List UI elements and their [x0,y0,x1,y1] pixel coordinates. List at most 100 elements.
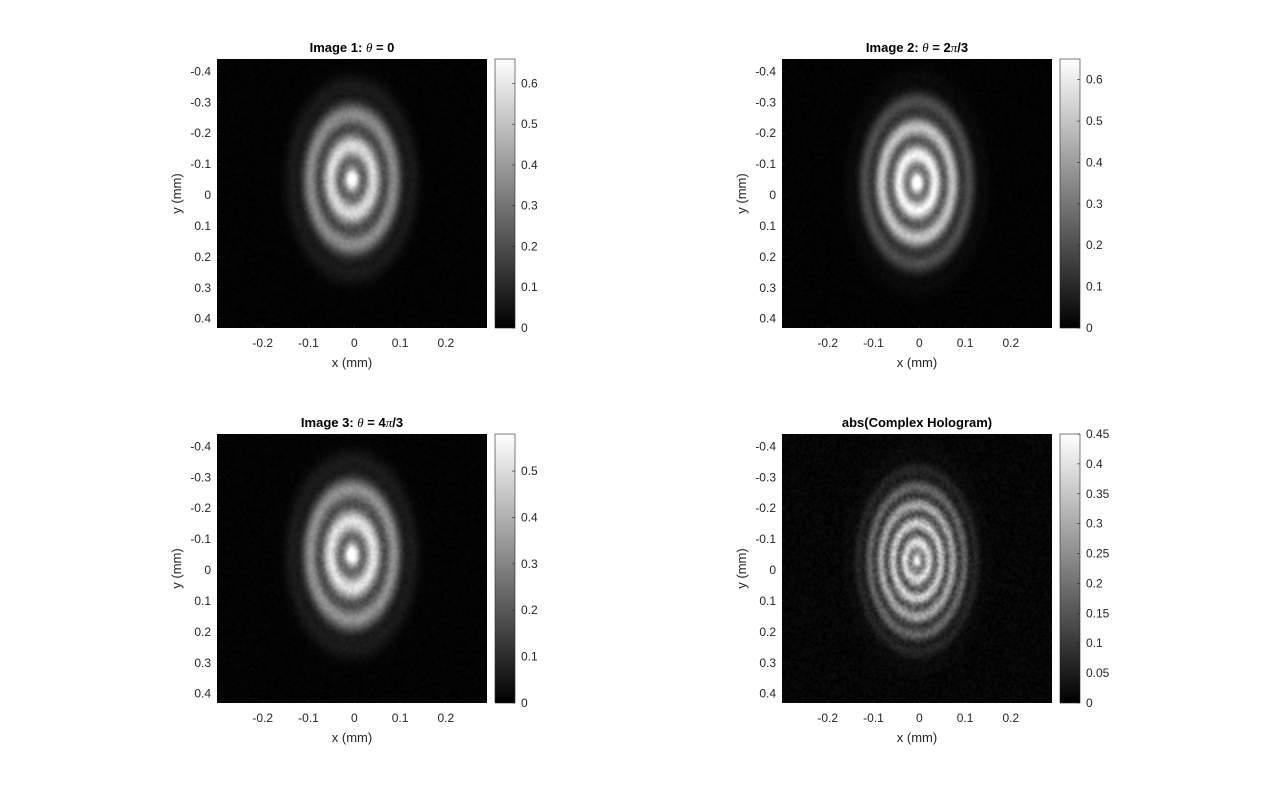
x-tick-label: 0.1 [957,336,974,350]
x-tick-label: -0.1 [863,336,884,350]
y-tick-label: -0.3 [755,470,776,484]
y-tick-label: -0.2 [755,501,776,515]
colorbar-tick-label: 0.15 [1086,606,1110,620]
subplot-2: -0.2 -0.1 0 0.1 0.2 -0.4 -0.3 -0.2 -0.1 0 0.1 0.2 0.… [734,40,1103,370]
subplot-1: -0.2 -0.1 0 0.1 0.2 -0.4 -0.3 -0.2 -0.1 0 0.1 0.2 0.… [169,40,538,370]
y-tick-label: -0.3 [190,470,211,484]
x-axis-label: x (mm) [897,355,937,370]
colorbar [494,433,516,704]
colorbar-tick-label: 0 [521,321,528,335]
y-axis-label: y (mm) [734,548,749,588]
y-tick-label: 0.4 [759,687,776,701]
colorbar-tick-label: 0.1 [521,650,538,664]
colorbar-tick-label: 0 [1086,321,1093,335]
y-tick-label: 0.2 [194,625,211,639]
x-tick-label: 0.2 [1002,711,1019,725]
colorbar-tick-label: 0.4 [521,158,538,172]
y-axis-label: y (mm) [169,173,184,213]
x-tick-label: 0.2 [437,711,454,725]
y-tick-label: -0.4 [755,439,776,453]
image-heatmap [217,434,487,703]
y-tick-label: -0.3 [755,95,776,109]
x-tick-label: 0 [351,336,358,350]
y-tick-label: -0.1 [755,532,776,546]
image-heatmap [782,434,1052,703]
x-tick-label: 0 [351,711,358,725]
x-tick-label: -0.2 [817,336,838,350]
colorbar-tick-label: 0.45 [1086,427,1110,441]
y-tick-label: 0.4 [759,312,776,326]
x-axis-label: x (mm) [332,355,372,370]
y-tick-label: 0.2 [759,250,776,264]
y-axis-label: y (mm) [734,173,749,213]
x-tick-label: 0.1 [392,336,409,350]
colorbar-tick-label: 0.5 [521,464,538,478]
x-tick-label: -0.1 [863,711,884,725]
y-tick-label: -0.1 [190,532,211,546]
subplot-title: Image 2: θ = 2π/3 [866,40,968,55]
x-tick-label: 0.1 [392,711,409,725]
y-tick-label: 0 [769,188,776,202]
colorbar-tick-label: 0.2 [1086,238,1103,252]
colorbar-tick-label: 0.35 [1086,487,1110,501]
colorbar-tick-label: 0 [1086,696,1093,710]
colorbar-tick-label: 0.4 [1086,155,1103,169]
y-tick-label: 0 [204,563,211,577]
colorbar-tick-label: 0.4 [521,510,538,524]
y-tick-label: 0.1 [759,594,776,608]
colorbar-tick-label: 0.2 [521,603,538,617]
x-axis-label: x (mm) [332,730,372,745]
y-tick-label: 0.4 [194,312,211,326]
x-tick-label: -0.2 [252,336,273,350]
y-tick-label: -0.2 [190,126,211,140]
colorbar-tick-label: 0.05 [1086,666,1110,680]
colorbar-tick-label: 0.3 [521,199,538,213]
y-tick-label: 0 [769,563,776,577]
x-tick-label: 0.2 [437,336,454,350]
colorbar-tick-label: 0.1 [1086,636,1103,650]
y-tick-label: 0.3 [759,281,776,295]
y-tick-label: 0.2 [194,250,211,264]
subplot-4: -0.2 -0.1 0 0.1 0.2 -0.4 -0.3 -0.2 -0.1 0 0.1 0.2 0.… [734,415,1110,745]
y-tick-label: -0.3 [190,95,211,109]
colorbar-tick-label: 0.3 [1086,197,1103,211]
image-heatmap [217,59,487,328]
colorbar-tick-label: 0.2 [1086,576,1103,590]
subplot-title: Image 3: θ = 4π/3 [301,415,403,430]
y-tick-label: 0.3 [759,656,776,670]
y-tick-label: -0.1 [755,157,776,171]
colorbar-tick-label: 0.5 [521,117,538,131]
y-tick-label: -0.2 [755,126,776,140]
colorbar-tick-label: 0.2 [521,239,538,253]
subplot-3: -0.2 -0.1 0 0.1 0.2 -0.4 -0.3 -0.2 -0.1 0 0.1 0.2 0.… [169,415,538,745]
x-tick-label: 0 [916,711,923,725]
x-tick-label: -0.2 [817,711,838,725]
x-tick-label: -0.1 [298,336,319,350]
y-tick-label: -0.4 [190,439,211,453]
y-tick-label: 0.4 [194,687,211,701]
colorbar-tick-label: 0.3 [521,557,538,571]
x-axis-label: x (mm) [897,730,937,745]
x-tick-label: 0 [916,336,923,350]
colorbar-tick-label: 0.6 [1086,73,1103,87]
colorbar [494,58,516,329]
image-heatmap [782,59,1052,328]
y-tick-label: 0.3 [194,656,211,670]
x-tick-label: 0.2 [1002,336,1019,350]
y-tick-label: -0.2 [190,501,211,515]
y-tick-label: 0.1 [194,594,211,608]
colorbar [1059,58,1081,329]
colorbar-tick-label: 0.4 [1086,457,1103,471]
y-tick-label: 0.1 [194,219,211,233]
y-tick-label: 0 [204,188,211,202]
y-tick-label: -0.4 [190,64,211,78]
y-tick-label: 0.1 [759,219,776,233]
colorbar-tick-label: 0.1 [1086,280,1103,294]
colorbar-tick-label: 0.25 [1086,547,1110,561]
x-tick-label: -0.2 [252,711,273,725]
colorbar-tick-label: 0.5 [1086,114,1103,128]
subplot-title: abs(Complex Hologram) [842,415,992,430]
x-tick-label: 0.1 [957,711,974,725]
y-tick-label: -0.1 [190,157,211,171]
